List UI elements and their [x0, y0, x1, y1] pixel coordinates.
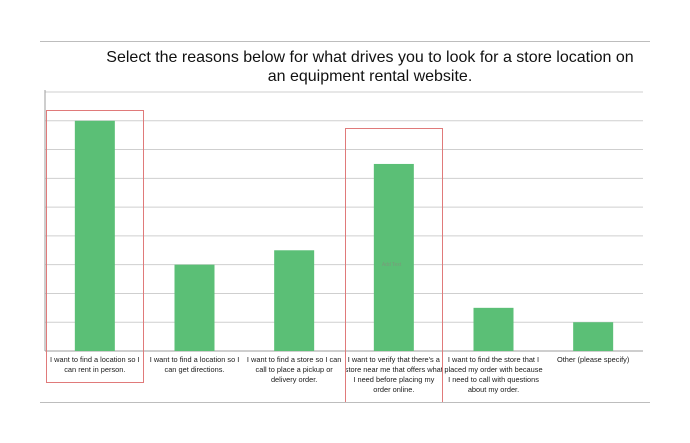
category-label: I want to find a location so I can get d…	[149, 355, 240, 374]
add-text-placeholder: Add Text	[381, 262, 402, 268]
category-label: I want to find the store that I placed m…	[444, 355, 543, 394]
bar	[74, 120, 115, 352]
bottom-divider	[40, 402, 650, 403]
bar	[274, 250, 315, 351]
chart-title: Select the reasons below for what drives…	[106, 49, 634, 85]
highlight-box-in-person	[45, 110, 144, 383]
category-label: I want to find a location so I can rent …	[50, 355, 140, 374]
bar	[174, 264, 215, 351]
top-divider	[40, 41, 650, 42]
bar	[573, 322, 614, 351]
bar	[473, 307, 514, 351]
category-label: Other (please specify)	[557, 355, 630, 364]
category-label: I want to verify that there's a store ne…	[344, 355, 443, 394]
bar	[373, 163, 414, 351]
category-label: I want to find a store so I can call to …	[246, 355, 342, 384]
